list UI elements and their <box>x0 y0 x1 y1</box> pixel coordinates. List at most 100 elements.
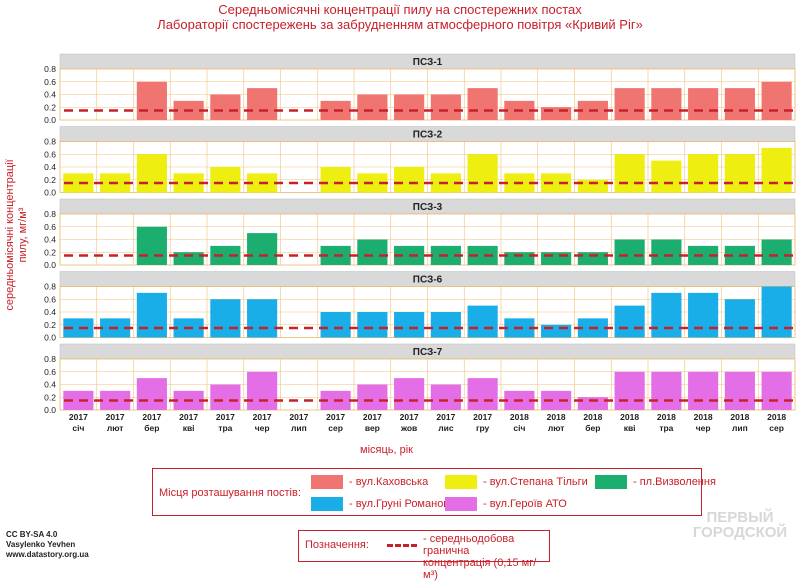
bar <box>614 154 645 193</box>
x-tick-year: 2017 <box>179 412 198 422</box>
y-tick-label: 0.4 <box>44 380 56 390</box>
bar <box>467 245 498 265</box>
chart-title-line2: Лабораторії спостережень за забрудненням… <box>157 17 643 32</box>
bar <box>724 88 755 120</box>
bar <box>688 88 719 120</box>
x-tick-month: січ <box>72 423 84 433</box>
x-tick-month: січ <box>513 423 525 433</box>
bar <box>210 299 241 338</box>
chart-area: ПСЗ-1 0.0 0.2 0.4 0.6 0.8 ПСЗ-2 0.0 0.2 0.4 0.6 0.8… <box>44 53 796 433</box>
legend-item-tilhy: - вул.Степана Тільги <box>445 475 588 489</box>
bar <box>210 167 241 193</box>
legend-label-kakhovska: - вул.Каховська <box>349 476 429 488</box>
bar <box>541 173 572 193</box>
y-tick-label: 0.4 <box>44 90 56 100</box>
x-tick-month: бер <box>144 423 159 433</box>
y-tick-label: 0.8 <box>44 64 56 74</box>
bar <box>430 312 461 338</box>
legend-swatch-tilhy <box>445 475 477 489</box>
y-tick-label: 0.0 <box>44 333 56 343</box>
x-tick-year: 2018 <box>767 412 786 422</box>
bar <box>577 252 608 265</box>
y-tick-label: 0.0 <box>44 188 56 198</box>
watermark-logo: ПЕРВЫЙ ГОРОДСКОЙ <box>690 510 790 540</box>
credit-author: Vasylenko Yevhen <box>6 540 76 549</box>
x-tick-year: 2018 <box>547 412 566 422</box>
y-tick-label: 0.4 <box>44 162 56 172</box>
bar <box>688 371 719 410</box>
legend-label-romanovoi: - вул.Груні Романової <box>349 498 459 510</box>
legend-item-vyzvolennia: - пл.Визволення <box>595 475 716 489</box>
legend-swatch-vyzvolennia <box>595 475 627 489</box>
bar <box>504 252 535 265</box>
credit-license: CC BY-SA 4.0 <box>6 530 58 539</box>
threshold-dash-sample <box>387 544 417 547</box>
y-tick-label: 0.8 <box>44 209 56 219</box>
panel-псз-2: ПСЗ-2 0.0 0.2 0.4 0.6 0.8 <box>44 126 796 198</box>
y-tick-label: 0.0 <box>44 260 56 270</box>
panel-title: ПСЗ-6 <box>413 275 443 286</box>
bar <box>210 245 241 265</box>
x-tick-month: чер <box>696 423 711 433</box>
bar <box>614 239 645 265</box>
legend-item-heroiv-ato: - вул.Героїв АТО <box>445 497 567 511</box>
legend: Місця розташування постів: - вул.Каховсь… <box>152 468 716 516</box>
x-tick-year: 2018 <box>694 412 713 422</box>
y-axis-label-line2: пилу, мг/м³ <box>17 207 29 263</box>
bar <box>63 173 94 193</box>
bar <box>467 154 498 193</box>
bar <box>136 292 167 338</box>
x-tick-month: сер <box>769 423 784 433</box>
x-tick-year: 2017 <box>400 412 419 422</box>
bar <box>614 371 645 410</box>
y-tick-label: 0.6 <box>44 77 56 87</box>
y-tick-label: 0.8 <box>44 354 56 364</box>
x-tick-month: лют <box>107 423 124 433</box>
x-tick-month: жов <box>400 423 417 433</box>
y-axis-label: середньомісячні концентрації пилу, мг/м³ <box>4 140 30 330</box>
y-tick-label: 0.0 <box>44 405 56 415</box>
x-tick-year: 2017 <box>253 412 272 422</box>
bar <box>577 397 608 410</box>
bar <box>724 154 755 193</box>
bar <box>541 390 572 410</box>
x-tick-month: лют <box>548 423 565 433</box>
bar <box>688 154 719 193</box>
bar <box>63 390 94 410</box>
x-tick-year: 2017 <box>289 412 308 422</box>
bar <box>210 384 241 410</box>
x-tick-month: лис <box>438 423 454 433</box>
x-tick-month: кві <box>624 423 636 433</box>
y-tick-label: 0.8 <box>44 137 56 147</box>
y-tick-label: 0.4 <box>44 235 56 245</box>
x-tick-year: 2018 <box>510 412 529 422</box>
y-tick-label: 0.2 <box>44 175 56 185</box>
bar <box>541 107 572 120</box>
x-tick-year: 2017 <box>142 412 161 422</box>
note-line2: концентрація (0,15 мг/м³) <box>423 557 537 581</box>
y-tick-label: 0.6 <box>44 149 56 159</box>
panel-псз-6: ПСЗ-6 0.0 0.2 0.4 0.6 0.8 <box>44 271 796 343</box>
bar <box>394 378 425 410</box>
x-tick-month: лип <box>291 423 307 433</box>
legend-caption: Місця розташування постів: <box>159 487 301 499</box>
x-tick-year: 2017 <box>216 412 235 422</box>
bar <box>651 292 682 338</box>
bar <box>357 239 388 265</box>
note-caption: Позначення: <box>305 539 369 551</box>
x-tick-year: 2017 <box>106 412 125 422</box>
x-tick-month: бер <box>585 423 600 433</box>
panel-псз-3: ПСЗ-3 0.0 0.2 0.4 0.6 0.8 <box>44 198 796 270</box>
bar <box>136 154 167 193</box>
bar <box>247 88 278 120</box>
bar <box>688 292 719 338</box>
bar <box>651 88 682 120</box>
bar <box>173 252 204 265</box>
bar <box>651 239 682 265</box>
bar <box>320 167 351 193</box>
credit-site: www.datastory.org.ua <box>6 550 89 559</box>
bar <box>136 378 167 410</box>
x-tick-year: 2018 <box>657 412 676 422</box>
y-tick-label: 0.2 <box>44 247 56 257</box>
bar <box>394 167 425 193</box>
